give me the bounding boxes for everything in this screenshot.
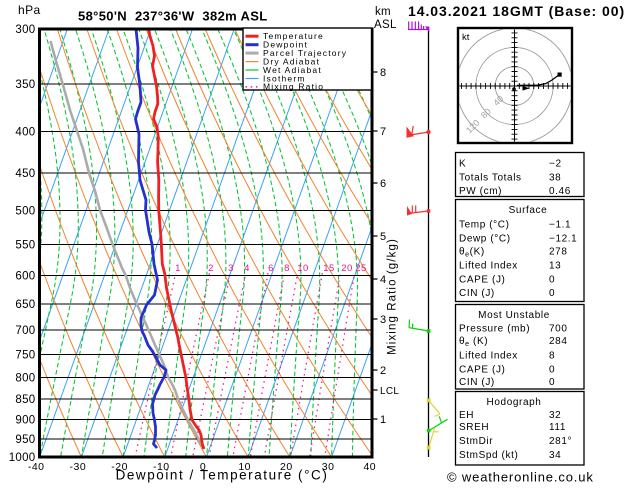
svg-text:CAPE (J): CAPE (J) [459, 275, 505, 286]
svg-text:8: 8 [284, 263, 290, 274]
svg-text:700: 700 [15, 325, 35, 337]
svg-text:0: 0 [549, 377, 555, 388]
svg-text:0: 0 [549, 275, 555, 286]
svg-text:StmDir: StmDir [459, 436, 493, 447]
svg-text:34: 34 [549, 450, 561, 461]
svg-text:700: 700 [549, 324, 568, 335]
svg-text:1: 1 [175, 263, 181, 274]
svg-text:800: 800 [15, 373, 35, 385]
svg-text:−12.1: −12.1 [549, 234, 577, 245]
svg-text:SREH: SREH [459, 422, 489, 433]
svg-text:−1.1: −1.1 [549, 220, 571, 231]
svg-text:7: 7 [380, 126, 386, 138]
svg-text:Mixing Ratio (g/kg): Mixing Ratio (g/kg) [387, 238, 399, 355]
svg-text:111: 111 [549, 422, 566, 433]
svg-text:650: 650 [15, 299, 35, 311]
svg-text:38: 38 [549, 173, 561, 184]
svg-text:281°: 281° [549, 436, 572, 447]
svg-text:θe (K): θe (K) [459, 336, 488, 348]
svg-text:550: 550 [15, 240, 35, 252]
svg-text:750: 750 [15, 350, 35, 362]
svg-text:4: 4 [244, 263, 250, 274]
svg-text:StmSpd (kt): StmSpd (kt) [459, 450, 518, 461]
svg-text:CIN (J): CIN (J) [459, 288, 495, 299]
svg-text:-40: -40 [28, 461, 45, 473]
svg-text:Most Unstable: Most Unstable [478, 310, 550, 321]
svg-text:Hodograph: Hodograph [487, 397, 542, 408]
svg-text:CIN (J): CIN (J) [459, 377, 495, 388]
svg-text:20: 20 [341, 263, 353, 274]
svg-text:Lifted Index: Lifted Index [459, 351, 518, 362]
svg-text:25: 25 [355, 263, 367, 274]
svg-text:ASL: ASL [374, 19, 397, 31]
svg-text:-30: -30 [70, 461, 87, 473]
svg-text:58°50'N 237°36'W 382m ASL: 58°50'N 237°36'W 382m ASL [78, 9, 268, 24]
svg-text:Dewp (°C): Dewp (°C) [459, 234, 511, 245]
svg-text:0.46: 0.46 [549, 186, 571, 197]
svg-text:PW (cm): PW (cm) [459, 186, 502, 197]
svg-text:Pressure (mb): Pressure (mb) [459, 324, 530, 335]
svg-text:500: 500 [15, 206, 35, 218]
svg-text:Dewpoint / Temperature (°C): Dewpoint / Temperature (°C) [116, 468, 329, 483]
svg-text:850: 850 [15, 394, 35, 406]
svg-text:LCL: LCL [380, 386, 399, 397]
svg-text:2: 2 [208, 263, 214, 274]
svg-text:950: 950 [15, 434, 35, 446]
svg-text:3: 3 [380, 314, 386, 326]
svg-text:0: 0 [549, 365, 555, 376]
svg-text:6: 6 [268, 263, 274, 274]
svg-text:900: 900 [15, 415, 35, 427]
svg-text:284: 284 [549, 336, 568, 347]
svg-text:8: 8 [549, 351, 555, 362]
svg-text:450: 450 [15, 168, 35, 180]
svg-text:600: 600 [15, 270, 35, 282]
svg-text:θe(K): θe(K) [459, 247, 485, 259]
svg-text:Totals Totals: Totals Totals [459, 173, 522, 184]
svg-text:2: 2 [380, 365, 386, 377]
svg-text:CAPE (J): CAPE (J) [459, 365, 505, 376]
svg-text:Mixing Ratio: Mixing Ratio [263, 82, 324, 92]
svg-text:300: 300 [15, 24, 35, 36]
svg-text:4: 4 [380, 274, 386, 286]
svg-text:15: 15 [323, 263, 335, 274]
svg-text:8: 8 [380, 67, 386, 79]
svg-text:10: 10 [297, 263, 309, 274]
svg-text:EH: EH [459, 410, 474, 421]
svg-text:14.03.2021 18GMT (Base: 00): 14.03.2021 18GMT (Base: 00) [408, 3, 625, 19]
svg-text:−2: −2 [549, 159, 562, 170]
svg-text:hPa: hPa [18, 3, 41, 17]
svg-text:0: 0 [549, 288, 555, 299]
svg-text:K: K [459, 159, 466, 170]
svg-text:400: 400 [15, 126, 35, 138]
svg-text:1: 1 [380, 414, 386, 426]
svg-text:km: km [375, 6, 391, 18]
svg-text:kt: kt [462, 32, 470, 43]
svg-text:Lifted Index: Lifted Index [459, 261, 518, 272]
svg-text:32: 32 [549, 410, 561, 421]
svg-text:6: 6 [380, 178, 386, 190]
svg-text:3: 3 [228, 263, 234, 274]
svg-text:350: 350 [15, 79, 35, 91]
svg-text:5: 5 [380, 231, 386, 243]
svg-text:© weatheronline.co.uk: © weatheronline.co.uk [447, 470, 594, 485]
svg-text:40: 40 [363, 461, 376, 473]
svg-text:Temp (°C): Temp (°C) [459, 220, 510, 231]
svg-text:13: 13 [549, 261, 561, 272]
svg-text:Surface: Surface [509, 205, 548, 216]
svg-text:278: 278 [549, 247, 568, 258]
